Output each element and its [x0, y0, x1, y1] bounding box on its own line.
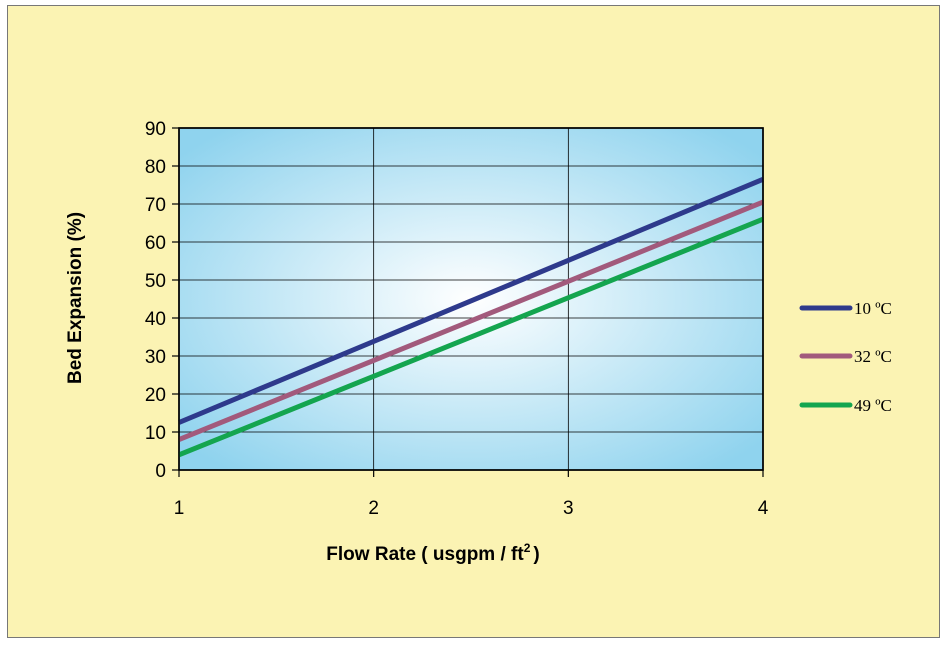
- x-axis-ticks: 1 2 3 4: [174, 470, 769, 519]
- x-axis-title: Flow Rate ( usgpm / ft2): [326, 541, 539, 565]
- series-line: [178, 216, 764, 458]
- x-axis-title-superscript: 2: [524, 541, 531, 555]
- x-axis-title-end: ): [533, 544, 539, 565]
- x-tick-label: 3: [563, 498, 574, 519]
- x-axis-title-main: Flow Rate ( usgpm / ft: [326, 544, 524, 565]
- y-tick-label: 60: [145, 233, 166, 254]
- y-tick-label: 90: [145, 119, 166, 140]
- x-tick-label: 2: [368, 498, 379, 519]
- legend: 10 ºC 32 ºC 49 ºC: [799, 299, 892, 415]
- plot-border: [178, 127, 764, 471]
- series-lines: [178, 176, 764, 458]
- y-tick-label: 70: [145, 195, 166, 216]
- y-tick-label: 80: [145, 157, 166, 178]
- x-tick-label: 1: [174, 498, 185, 519]
- x-tick-label: 4: [758, 498, 769, 519]
- y-axis-title: Bed Expansion (%): [65, 212, 86, 384]
- y-tick-label: 20: [145, 385, 166, 406]
- legend-label: 10 ºC: [854, 299, 892, 318]
- gridlines: [179, 128, 763, 470]
- legend-label: 32 ºC: [854, 347, 892, 366]
- y-tick-label: 40: [145, 309, 166, 330]
- series-line: [178, 176, 764, 425]
- y-tick-label: 30: [145, 347, 166, 368]
- legend-label: 49 ºC: [854, 396, 892, 415]
- series-line: [178, 199, 764, 442]
- y-axis-ticks: 0 10 20 30 40 50 60 70 80 90: [145, 119, 179, 482]
- y-tick-label: 50: [145, 271, 166, 292]
- y-tick-label: 10: [145, 423, 166, 444]
- y-tick-label: 0: [155, 461, 166, 482]
